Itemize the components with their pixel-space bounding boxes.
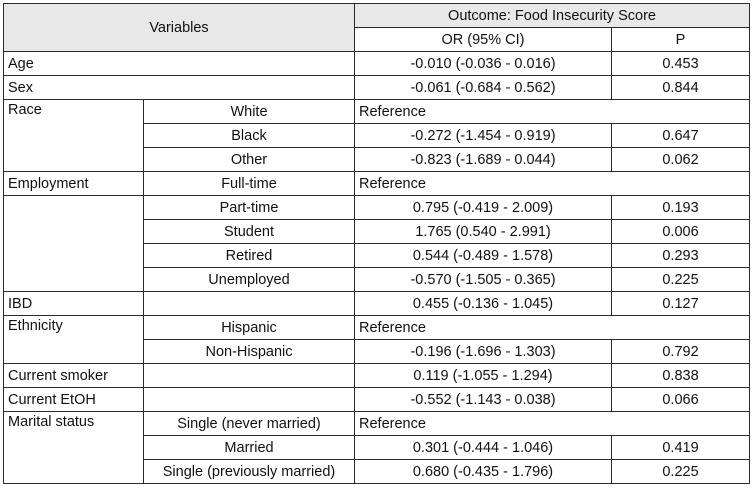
row-label: Current smoker [3,363,144,388]
p-value: 0.293 [610,243,751,268]
or-value: 0.119 (-1.055 - 1.294) [354,363,612,388]
or-value: -0.196 (-1.696 - 1.303) [354,339,612,364]
group-label: Ethnicity [3,315,144,364]
or-value: 0.544 (-0.489 - 1.578) [354,243,612,268]
table-row: Part-time 0.795 (-0.419 - 2.009) 0.193 [3,195,751,292]
sub-label: Unemployed [143,267,355,292]
sub-label: Non-Hispanic [143,339,355,364]
or-value: 0.301 (-0.444 - 1.046) [354,435,612,460]
or-value: 0.680 (-0.435 - 1.796) [354,459,612,484]
table-row: Race White Reference [3,99,751,172]
row-label: IBD [3,291,144,316]
sub-label-blank [143,291,355,316]
table-row: Married 0.301 (-0.444 - 1.046) 0.419 [4,435,751,460]
sub-label: Single (never married) [143,411,355,436]
or-value: -0.570 (-1.505 - 0.365) [354,267,612,292]
p-value: 0.844 [610,75,751,100]
group-label: Employment [3,171,144,196]
group-label: Race [3,99,144,172]
table-row: Student 1.765 (0.540 - 2.991) 0.006 [4,219,751,244]
table-row: Black -0.272 (-1.454 - 0.919) 0.647 [4,123,751,148]
or-value: -0.010 (-0.036 - 0.016) [354,51,612,76]
sub-label: Part-time [143,195,355,220]
or-value: -0.272 (-1.454 - 0.919) [354,123,612,148]
table-row: Marital status Single (never married) Re… [3,411,751,484]
sub-label: Student [143,219,355,244]
or-value: 1.765 (0.540 - 2.991) [354,219,612,244]
or-value: 0.795 (-0.419 - 2.009) [354,195,612,220]
p-value: 0.792 [610,339,751,364]
sub-label: Full-time [143,171,355,196]
p-value: 0.225 [610,267,751,292]
p-value: 0.838 [610,363,751,388]
p-value: 0.066 [610,387,751,412]
reference-value: Reference [353,315,751,340]
table-row: Unemployed -0.570 (-1.505 - 0.365) 0.225 [4,267,751,292]
or-value: -0.823 (-1.689 - 0.044) [354,147,612,172]
header-p: P [610,27,751,52]
table-row: Age -0.010 (-0.036 - 0.016) 0.453 [3,51,751,76]
table-row: Other -0.823 (-1.689 - 0.044) 0.062 [4,147,751,172]
reference-value: Reference [353,171,751,196]
p-value: 0.453 [610,51,751,76]
sub-label: Black [143,123,355,148]
table-row: Ethnicity Hispanic Reference [3,315,751,364]
table-row: Sex -0.061 (-0.684 - 0.562) 0.844 [3,75,751,100]
or-value: 0.455 (-0.136 - 1.045) [354,291,612,316]
p-value: 0.006 [610,219,751,244]
reference-value: Reference [353,99,751,124]
p-value: 0.225 [610,459,751,484]
table-row: Current smoker 0.119 (-1.055 - 1.294) 0.… [3,363,751,388]
header-or: OR (95% CI) [354,27,612,52]
sub-label: Retired [143,243,355,268]
row-label: Current EtOH [3,387,144,412]
sub-label: Hispanic [143,315,355,340]
header-outcome: Outcome: Food Insecurity Score [353,3,751,28]
table-row: Employment Full-time Reference [3,171,751,196]
table-row: Non-Hispanic -0.196 (-1.696 - 1.303) 0.7… [4,339,751,364]
table-row: Retired 0.544 (-0.489 - 1.578) 0.293 [4,243,751,268]
reference-value: Reference [353,411,751,436]
sub-label: White [143,99,355,124]
p-value: 0.062 [610,147,751,172]
sub-label: Married [143,435,355,460]
table-row: Current EtOH -0.552 (-1.143 - 0.038) 0.0… [3,387,751,412]
table-row: IBD 0.455 (-0.136 - 1.045) 0.127 [3,291,751,316]
sub-label: Other [143,147,355,172]
or-value: -0.061 (-0.684 - 0.562) [354,75,612,100]
regression-table: Variables Outcome: Food Insecurity Score… [3,3,751,484]
table-row: Single (previously married) 0.680 (-0.43… [4,459,751,484]
group-label-blank [3,195,144,292]
sub-label-blank [143,387,355,412]
row-label: Sex [3,75,355,100]
sub-label: Single (previously married) [143,459,355,484]
header-variables: Variables [3,3,355,52]
group-label: Marital status [3,411,144,484]
p-value: 0.127 [610,291,751,316]
sub-label-blank [143,363,355,388]
p-value: 0.193 [610,195,751,220]
or-value: -0.552 (-1.143 - 0.038) [354,387,612,412]
p-value: 0.647 [610,123,751,148]
p-value: 0.419 [610,435,751,460]
row-label: Age [3,51,355,76]
